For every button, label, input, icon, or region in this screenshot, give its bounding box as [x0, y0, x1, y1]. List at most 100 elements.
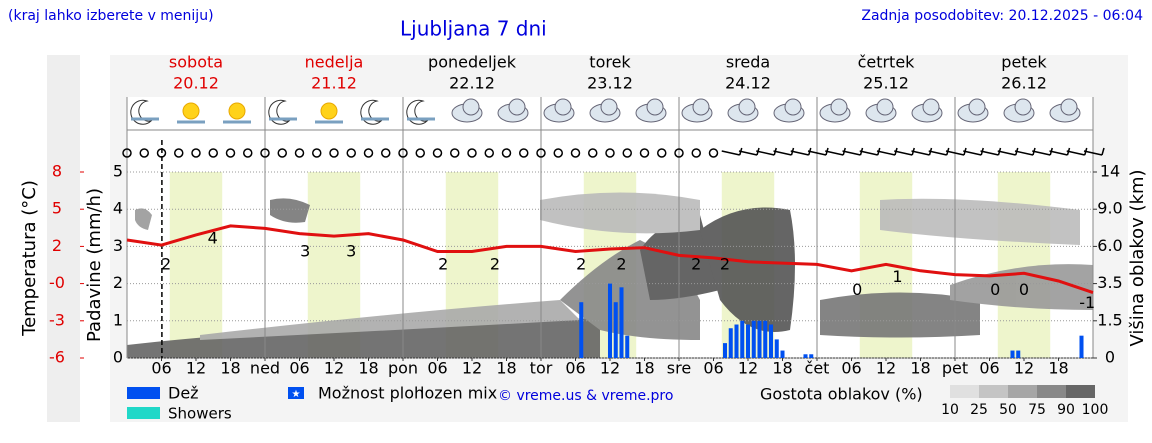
temp-tick-label: -3	[49, 310, 65, 329]
precip-bar	[607, 283, 613, 358]
cloud-blob	[135, 208, 152, 230]
wind-barb	[894, 150, 913, 156]
wind-symbols	[122, 147, 1105, 158]
temp-tick-label: -0	[49, 273, 65, 292]
wind-barb	[842, 150, 861, 156]
temperature-label: 0	[1019, 280, 1029, 299]
calm	[346, 148, 356, 158]
precip-bar	[619, 287, 624, 358]
y-tick-label: 3	[113, 236, 123, 255]
calm	[519, 148, 529, 158]
calm	[570, 148, 581, 158]
precip-bar	[1016, 350, 1021, 358]
legend-swatch	[127, 407, 160, 419]
wind-barb	[859, 150, 878, 156]
subtitle: (kraj lahko izberete v meniju)	[8, 8, 214, 24]
calm	[415, 148, 425, 158]
cloud-blob	[127, 318, 600, 358]
x-tick-label: 12	[186, 359, 206, 378]
precip-bar	[579, 302, 584, 358]
temperature-label: 3	[346, 241, 356, 260]
x-tick-label: 06	[979, 359, 999, 378]
calm	[622, 148, 632, 158]
precip-bar	[803, 354, 808, 358]
wind-barb	[911, 150, 930, 156]
x-tick-label: 18	[772, 359, 792, 378]
day-name: torek	[589, 53, 631, 72]
x-tick-label: sre	[667, 359, 691, 378]
calm	[605, 148, 615, 158]
calm	[225, 148, 236, 158]
cloud-swatch	[950, 385, 979, 398]
cloud	[508, 98, 526, 116]
cloud-axis-label: Višina oblakov (km)	[1127, 169, 1148, 346]
cloud	[646, 98, 664, 116]
calm	[674, 148, 684, 158]
precip-bar	[763, 320, 768, 358]
cloud-legend-tick: 100	[1082, 402, 1109, 418]
x-tick-label: 18	[358, 359, 378, 378]
calm	[484, 148, 494, 158]
calm	[156, 148, 167, 158]
y-tick-label: 4	[113, 199, 123, 218]
cloud-blob	[640, 215, 720, 300]
wind-barb	[980, 150, 999, 156]
temp-axis-label: Temperatura (°C)	[19, 180, 40, 337]
cloud-legend-tick: 90	[1057, 402, 1075, 418]
precip-bar	[1010, 350, 1015, 358]
temperature-label: 2	[490, 254, 500, 273]
day-date: 26.12	[1001, 74, 1047, 93]
x-tick-label: 12	[738, 359, 758, 378]
x-tick-label: 18	[1048, 359, 1068, 378]
calm	[553, 148, 563, 158]
calm	[536, 148, 546, 158]
wind-barb	[928, 150, 947, 156]
cloud-legend-tick: 75	[1028, 402, 1046, 418]
cloud-blob	[200, 300, 580, 340]
calm	[588, 148, 598, 158]
wind-barb	[1032, 150, 1051, 156]
temperature-line	[126, 224, 1094, 295]
cloud-blob	[820, 292, 980, 338]
day-name: četrtek	[858, 53, 916, 72]
precip-bar	[728, 328, 733, 358]
sun	[182, 102, 200, 120]
day-date: 22.12	[449, 74, 495, 93]
cloud	[462, 98, 480, 116]
cloud-legend-title: Gostota oblakov (%)	[760, 385, 923, 404]
calm	[139, 148, 149, 158]
calm	[467, 148, 477, 158]
x-tick-label: 12	[600, 359, 620, 378]
legend-star: ★	[292, 389, 301, 400]
day-name: petek	[1001, 53, 1047, 72]
precip-bar	[613, 302, 618, 358]
x-tick-label: pet	[942, 359, 968, 378]
temperature-label: 2	[576, 254, 586, 273]
calm	[708, 148, 719, 158]
temp-tick-label: 5	[52, 199, 62, 218]
calm	[277, 148, 287, 158]
temperature-label: 0	[852, 280, 862, 299]
wind-barb	[997, 150, 1016, 156]
calm	[432, 148, 443, 158]
x-tick-label: pon	[388, 359, 418, 378]
cloud-blob	[880, 198, 1080, 245]
legend-swatch	[288, 387, 304, 399]
wind-barb	[945, 150, 965, 156]
day-date: 24.12	[725, 74, 771, 93]
cloud	[738, 98, 756, 116]
wind-barb	[807, 150, 827, 156]
legend-label: Dež	[168, 384, 199, 403]
x-tick-label: 06	[841, 359, 861, 378]
calm	[450, 148, 460, 158]
day-name: sobota	[169, 53, 223, 72]
precip-bar	[757, 320, 762, 358]
y-tick-label: 0	[113, 348, 123, 367]
temperature-label: 1	[892, 267, 902, 286]
cloud-swatch	[1008, 385, 1037, 398]
legend-label: Showers	[168, 405, 232, 423]
cloud-blob	[270, 198, 310, 223]
x-tick-label: 06	[703, 359, 723, 378]
precip-bar	[740, 320, 745, 358]
x-tick-label: 12	[1014, 359, 1034, 378]
